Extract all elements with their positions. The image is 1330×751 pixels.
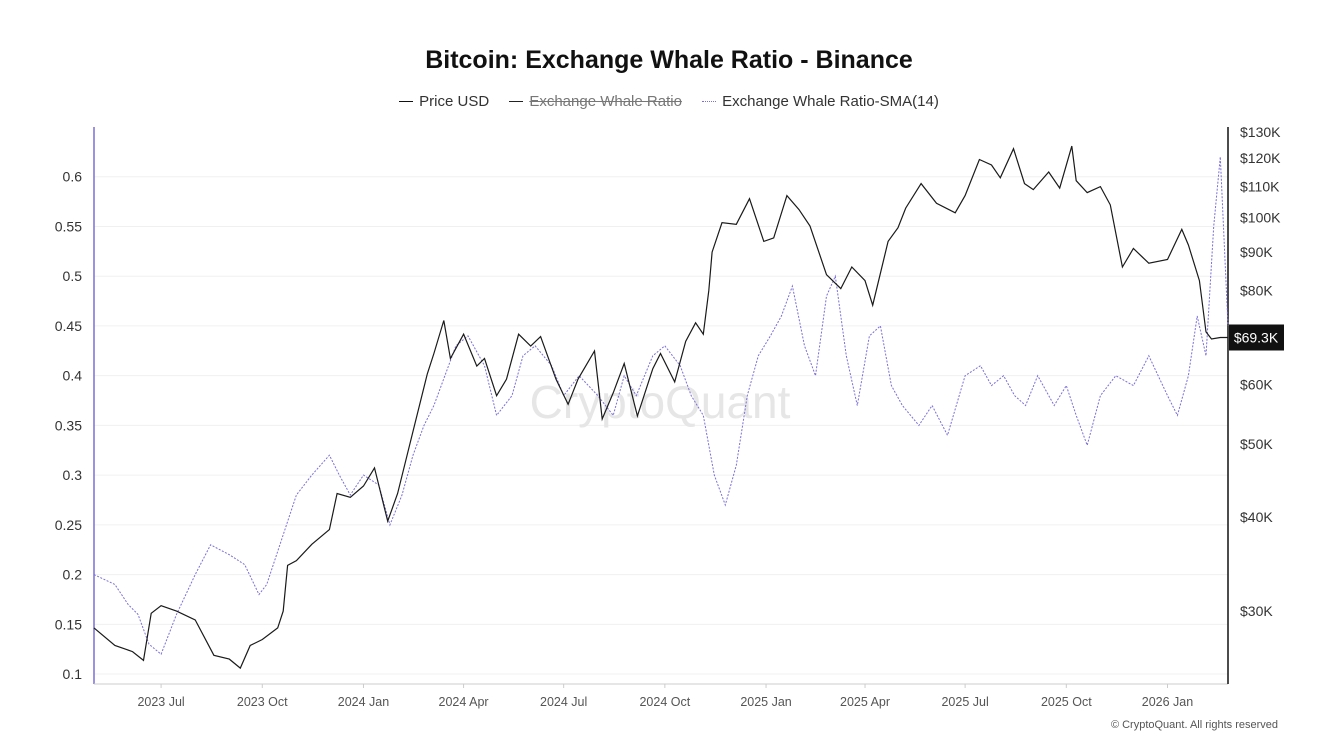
y-left-tick-label: 0.25 bbox=[55, 517, 82, 533]
x-tick-label: 2023 Jul bbox=[137, 695, 184, 709]
copyright-text: © CryptoQuant. All rights reserved bbox=[1110, 719, 1278, 731]
legend-item-whale-ratio[interactable]: Exchange Whale Ratio bbox=[509, 93, 682, 110]
legend-label-whale-ratio-sma: Exchange Whale Ratio-SMA(14) bbox=[722, 93, 939, 110]
current-price-badge-text: $69.3K bbox=[1234, 330, 1279, 346]
x-tick-label: 2025 Apr bbox=[840, 695, 890, 709]
legend-item-price[interactable]: Price USD bbox=[399, 93, 489, 110]
y-right-tick-label: $110K bbox=[1240, 179, 1280, 195]
y-left-tick-label: 0.6 bbox=[63, 169, 83, 185]
x-tick-label: 2023 Oct bbox=[237, 695, 288, 709]
legend-label-price: Price USD bbox=[419, 93, 490, 110]
left-axis-ticks: 0.1 0.15 0.2 0.25 0.3 0.35 0.4 0.45 0.5 0.55 0.6 bbox=[55, 169, 82, 682]
x-tick-label: 2025 Jul bbox=[941, 695, 988, 709]
x-tick-label: 2025 Oct bbox=[1041, 695, 1092, 709]
current-price-badge: $69.3K bbox=[1229, 324, 1284, 351]
legend: Price USD Exchange Whale Ratio Exchange … bbox=[0, 89, 1330, 110]
legend-swatch-whale-ratio-sma bbox=[702, 101, 717, 102]
x-axis-ticks: 2023 Jul 2023 Oct 2024 Jan 2024 Apr 2024 Jul… bbox=[137, 684, 1193, 709]
legend-swatch-price bbox=[399, 101, 414, 102]
y-right-tick-label: $100K bbox=[1240, 210, 1281, 226]
x-tick-label: 2024 Apr bbox=[439, 695, 489, 709]
y-left-tick-label: 0.35 bbox=[55, 417, 82, 433]
y-right-tick-label: $50K bbox=[1240, 436, 1273, 452]
legend-label-whale-ratio: Exchange Whale Ratio bbox=[529, 93, 682, 110]
x-tick-label: 2024 Jan bbox=[338, 695, 389, 709]
y-right-tick-label: $90K bbox=[1240, 244, 1273, 260]
y-right-tick-label: $130K bbox=[1240, 124, 1281, 140]
legend-swatch-whale-ratio bbox=[509, 101, 524, 102]
x-tick-label: 2024 Jul bbox=[540, 695, 587, 709]
y-right-tick-label: $80K bbox=[1240, 283, 1273, 299]
series-line-price bbox=[93, 145, 1228, 670]
y-left-tick-label: 0.1 bbox=[63, 666, 83, 682]
y-left-tick-label: 0.55 bbox=[55, 218, 82, 234]
x-tick-label: 2024 Oct bbox=[639, 695, 690, 709]
y-right-tick-label: $60K bbox=[1240, 377, 1273, 393]
y-right-tick-label: $120K bbox=[1240, 150, 1281, 166]
y-left-tick-label: 0.15 bbox=[55, 616, 82, 632]
y-left-tick-label: 0.2 bbox=[63, 567, 83, 583]
current-price-badge-bg bbox=[1229, 324, 1284, 351]
chart-title: Bitcoin: Exchange Whale Ratio - Binance bbox=[425, 46, 913, 74]
y-right-tick-label: $40K bbox=[1240, 509, 1273, 525]
series-line-whale-ratio-sma bbox=[93, 156, 1229, 656]
legend-item-whale-ratio-sma[interactable]: Exchange Whale Ratio-SMA(14) bbox=[702, 93, 939, 110]
y-left-tick-label: 0.5 bbox=[63, 268, 83, 284]
y-left-tick-label: 0.45 bbox=[55, 318, 82, 334]
y-left-tick-label: 0.4 bbox=[63, 368, 83, 384]
y-left-tick-label: 0.3 bbox=[63, 467, 83, 483]
grid-lines bbox=[94, 176, 1228, 675]
watermark: CryptoQuant bbox=[530, 376, 791, 428]
x-tick-label: 2026 Jan bbox=[1142, 695, 1193, 709]
x-tick-label: 2025 Jan bbox=[740, 695, 791, 709]
right-axis-ticks: $30K $40K $50K $60K $80K $90K $100K $110K $120K $… bbox=[1240, 124, 1281, 619]
y-right-tick-label: $30K bbox=[1240, 603, 1273, 619]
